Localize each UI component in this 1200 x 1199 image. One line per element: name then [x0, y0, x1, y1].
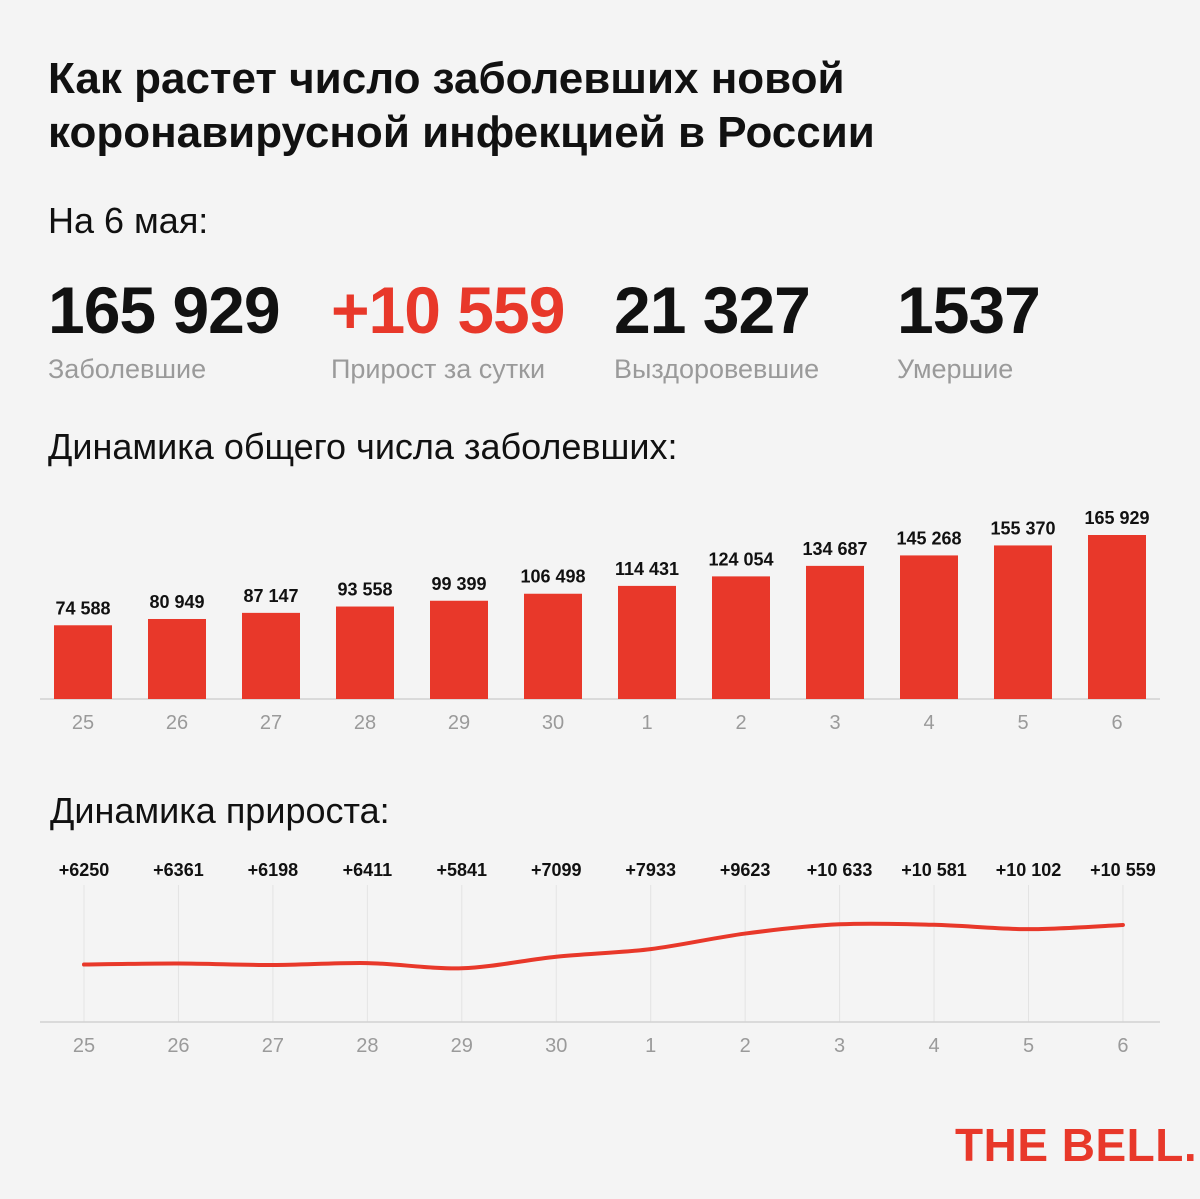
- bar-x-tick: 27: [260, 712, 282, 734]
- bar-value-label: 155 370: [990, 518, 1055, 538]
- line-value-label: +6361: [153, 860, 204, 880]
- bar-value-label: 145 268: [896, 528, 961, 548]
- line-x-tick: 5: [1023, 1035, 1034, 1057]
- bar-value-label: 124 054: [708, 549, 773, 569]
- bar-x-tick: 1: [641, 712, 652, 734]
- stat-daily-increase-label: Прирост за сутки: [331, 354, 546, 384]
- line-chart-title: Динамика прироста:: [50, 790, 390, 831]
- bar-value-label: 106 498: [520, 567, 585, 587]
- stat-daily-increase-value: +10 559: [331, 273, 565, 347]
- line-x-tick: 3: [834, 1035, 845, 1057]
- bar-value-label: 80 949: [149, 592, 204, 612]
- stat-deaths: 1537 Умершие: [897, 272, 1041, 385]
- bar-value-label: 87 147: [243, 586, 298, 606]
- bar-value-label: 74 588: [55, 598, 110, 618]
- line-value-label: +6250: [59, 860, 110, 880]
- infographic-title: Как растет число заболевших новой корона…: [48, 54, 875, 157]
- line-value-label: +6411: [343, 860, 393, 880]
- bar-6: [1088, 535, 1146, 699]
- line-x-tick: 28: [356, 1035, 378, 1057]
- line-value-label: +5841: [437, 860, 488, 880]
- line-x-tick: 29: [451, 1035, 473, 1057]
- bar-x-tick: 3: [829, 712, 840, 734]
- bar-x-tick: 6: [1111, 712, 1122, 734]
- line-x-tick: 2: [740, 1035, 751, 1057]
- line-value-label: +7099: [531, 860, 582, 880]
- bar-chart-title: Динамика общего числа заболевших:: [48, 426, 678, 467]
- bar-28: [336, 606, 394, 699]
- bar-25: [54, 625, 112, 699]
- stat-recovered-label: Выздоровевшие: [614, 354, 820, 384]
- bar-5: [994, 545, 1052, 699]
- stat-recovered-value: 21 327: [614, 273, 811, 347]
- bar-x-tick: 29: [448, 712, 470, 734]
- bar-value-label: 93 558: [337, 580, 392, 600]
- bar-x-tick: 30: [542, 712, 564, 734]
- bar-value-label: 99 399: [431, 574, 486, 594]
- line-value-label: +10 581: [901, 860, 967, 880]
- stat-daily-increase: +10 559 Прирост за сутки: [331, 272, 565, 385]
- increase-series-line: [82, 921, 1125, 971]
- bar-1: [618, 585, 676, 699]
- stat-cases: 165 929 Заболевшие: [48, 272, 281, 385]
- line-x-tick: 4: [928, 1035, 939, 1057]
- the-bell-logo: THE BELL.: [955, 1119, 1198, 1171]
- bar-x-tick: 26: [166, 712, 188, 734]
- bar-value-label: 114 431: [615, 559, 679, 579]
- bar-x-tick: 25: [72, 712, 94, 734]
- line-x-tick: 26: [167, 1035, 189, 1057]
- line-x-tick: 6: [1117, 1035, 1128, 1057]
- stat-cases-label: Заболевшие: [48, 354, 207, 384]
- line-x-tick: 25: [73, 1035, 95, 1057]
- line-value-label: +7933: [625, 860, 676, 880]
- bar-30: [524, 593, 582, 699]
- bar-26: [148, 618, 206, 699]
- bar-x-tick: 4: [923, 712, 934, 734]
- bar-3: [806, 565, 864, 699]
- date-label: На 6 мая:: [48, 200, 209, 241]
- bar-value-label: 165 929: [1084, 508, 1149, 528]
- line-value-label: +10 633: [807, 860, 873, 880]
- bar-29: [430, 600, 488, 699]
- stat-cases-value: 165 929: [48, 273, 281, 347]
- bar-x-tick: 28: [354, 712, 376, 734]
- line-value-label: +9623: [720, 860, 771, 880]
- line-x-tick: 27: [262, 1035, 284, 1057]
- line-x-tick: 1: [645, 1035, 656, 1057]
- bar-27: [242, 612, 300, 699]
- increase-line-chart: +625025+636126+619827+641128+584129+7099…: [40, 860, 1160, 1057]
- stat-deaths-value: 1537: [897, 273, 1041, 347]
- bar-x-tick: 5: [1017, 712, 1028, 734]
- line-x-tick: 30: [545, 1035, 567, 1057]
- line-value-label: +10 102: [996, 860, 1062, 880]
- stat-deaths-label: Умершие: [897, 354, 1014, 384]
- line-value-label: +6198: [248, 860, 299, 880]
- line-value-label: +10 559: [1090, 860, 1156, 880]
- bar-2: [712, 576, 770, 699]
- bar-x-tick: 2: [735, 712, 746, 734]
- bar-value-label: 134 687: [802, 539, 867, 559]
- stat-recovered: 21 327 Выздоровевшие: [614, 272, 819, 385]
- bar-4: [900, 555, 958, 699]
